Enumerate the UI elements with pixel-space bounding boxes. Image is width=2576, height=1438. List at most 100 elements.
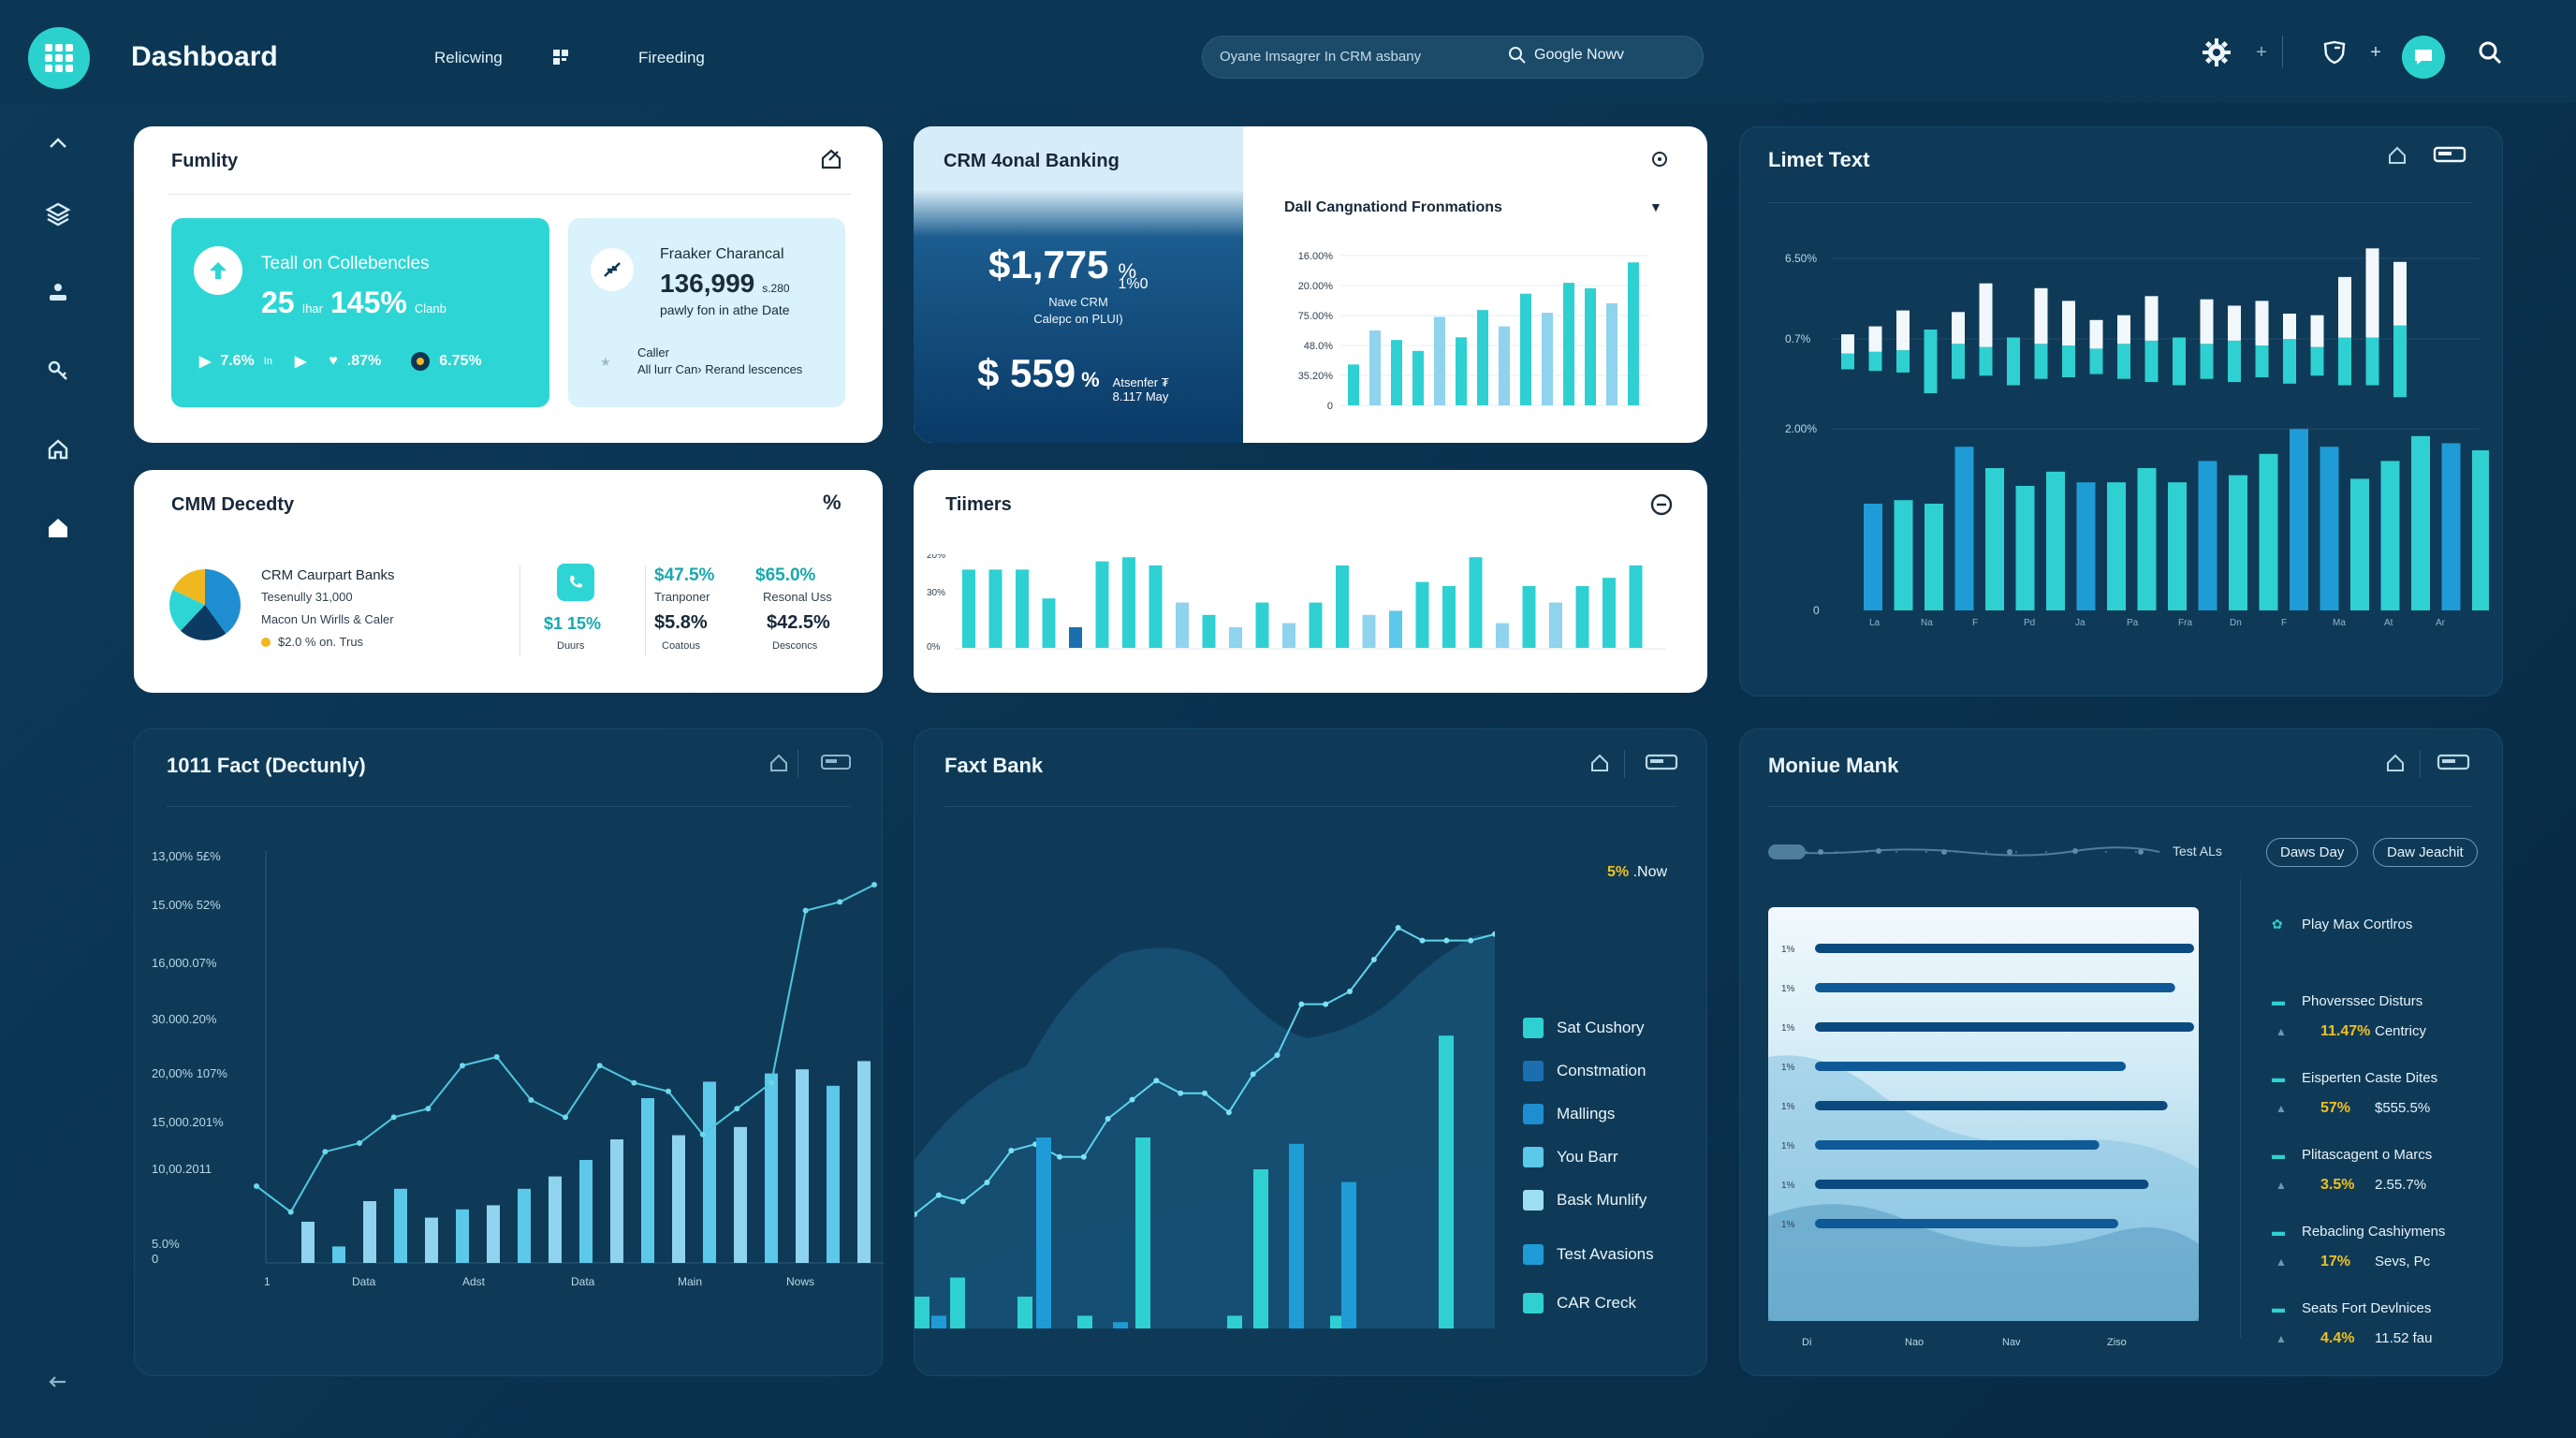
bar-white [2228, 305, 2241, 341]
stacked-bar-chart: 6.50% 0.7% 2.00% 0 La Na F Pd Ja Pa Fra Dn F Ma At Ar [1785, 248, 2489, 628]
legend-item[interactable]: Bask Munlify [1523, 1190, 1647, 1211]
y-tick-label: 48.0% [1304, 341, 1333, 352]
legend-item[interactable]: Constmation [1523, 1061, 1646, 1081]
gear-icon[interactable] [1649, 149, 1670, 174]
x-tick-label: Ziso [2107, 1337, 2127, 1348]
line-point [1080, 1153, 1087, 1160]
bar-cyan [1952, 344, 1965, 379]
plus-icon[interactable]: + [2256, 41, 2267, 63]
divider [2282, 36, 2283, 67]
bar [1309, 602, 1323, 648]
line-point [1274, 1052, 1281, 1058]
card-icon[interactable] [820, 754, 852, 777]
home-icon[interactable] [2384, 752, 2407, 779]
export-icon[interactable] [819, 147, 843, 176]
plus-icon[interactable]: + [2370, 41, 2381, 63]
legend-item[interactable]: CAR Creck [1523, 1293, 1636, 1313]
legend-title: CRM Caurpart Banks [261, 567, 395, 583]
legend-item[interactable]: Test Avasions [1523, 1244, 1654, 1265]
key-icon[interactable] [39, 352, 77, 389]
legend-item[interactable]: Mallings [1523, 1104, 1615, 1124]
bar [1391, 340, 1402, 405]
combo-chart: 13,00% 5£% 15.00% 52% 16,000.07% 30.000.20%… [152, 849, 884, 1288]
back-arrow-icon[interactable] [39, 1363, 77, 1401]
pie-slice [180, 605, 227, 640]
pie-slice [205, 569, 241, 634]
bar [1113, 1322, 1128, 1328]
x-tick-label: Nao [1905, 1337, 1924, 1348]
horizontal-bar-chart: 1% 1% 1% 1% 1% 1% 1% 1% Di Nao Nav Ziso [1768, 907, 2199, 1348]
kpi-label: Desconcs [772, 640, 818, 652]
divider [167, 806, 850, 807]
bar [1176, 602, 1189, 648]
metric-sub: 11.52 fau [2375, 1330, 2433, 1346]
home-outline-icon[interactable] [39, 431, 77, 468]
kpi-value: $47.5% [654, 565, 715, 585]
pill-daws-day[interactable]: Daws Day [2266, 838, 2359, 867]
bar [796, 1069, 809, 1263]
search-icon[interactable] [2471, 34, 2509, 71]
bar-white [1952, 312, 1965, 345]
metric-value: 17% [2320, 1254, 2351, 1269]
bar [703, 1081, 716, 1263]
card-icon[interactable] [1645, 754, 1678, 777]
bar [1369, 330, 1381, 405]
kpi-label: Duurs [557, 640, 585, 652]
search-button[interactable]: Google Nowv [1508, 46, 1624, 65]
bar [2472, 450, 2489, 610]
nav-item-fireeding[interactable]: Fireeding [638, 49, 705, 66]
kpi-big: $5.8% [654, 612, 708, 633]
clock-icon[interactable] [1649, 492, 1674, 521]
bar [1229, 627, 1242, 648]
bar-white [1979, 283, 1993, 347]
card-icon[interactable] [2433, 146, 2466, 169]
pie-slice [172, 569, 205, 605]
apps-icon[interactable] [28, 27, 90, 89]
bar [1815, 1062, 2127, 1071]
x-tick-label: Pa [2127, 618, 2139, 628]
bar [1439, 1035, 1454, 1328]
tile-charancal[interactable]: Fraaker Charancal 136,999 s.280 pawly fo… [568, 218, 845, 407]
line-point [1250, 1071, 1256, 1078]
pill-daw-jeachit[interactable]: Daw Jeachit [2373, 838, 2478, 867]
home-filled-icon[interactable] [39, 509, 77, 547]
line-point [1395, 925, 1401, 931]
range-slider[interactable] [1766, 838, 2169, 866]
divider [168, 194, 851, 195]
home-icon[interactable] [39, 127, 77, 165]
line-point [837, 899, 843, 905]
home-icon[interactable] [1588, 752, 1611, 779]
chevron-down-icon[interactable]: ▼ [1649, 199, 1662, 214]
x-tick-label: F [1972, 618, 1978, 628]
search-bar[interactable]: Oyane Imsagrer In CRM asbany Google Nowv [1202, 36, 1704, 79]
bar-cyan [2228, 340, 2241, 383]
gear-icon[interactable] [2198, 34, 2235, 71]
kpi-value: $1 15% [544, 614, 602, 633]
upload-icon[interactable] [39, 273, 77, 311]
metric-value: 57% [2320, 1100, 2351, 1116]
kpi-suffix: s.280 [762, 282, 790, 295]
bar [857, 1061, 871, 1263]
shield-icon[interactable] [2316, 34, 2353, 71]
chat-icon[interactable] [2402, 36, 2445, 79]
x-tick-label: Nows [786, 1275, 814, 1288]
bar-white [2089, 319, 2103, 349]
heart-icon: ♥ [329, 353, 338, 369]
legend-item[interactable]: You Barr [1523, 1147, 1618, 1167]
legend-item[interactable]: Sat Cushory [1523, 1018, 1645, 1038]
kpi-big: $42.5% [767, 612, 830, 633]
nav-item-relicwing[interactable]: Relicwing [434, 49, 503, 66]
percent-icon[interactable]: % [823, 491, 842, 514]
bar-icon: ▬ [2272, 1224, 2285, 1239]
card-icon[interactable] [2437, 754, 2470, 777]
layers-icon[interactable] [39, 195, 77, 232]
y-tick-label: 0.7% [1785, 332, 1811, 345]
bar [610, 1139, 623, 1263]
home-icon[interactable] [2386, 144, 2408, 171]
bar-cyan [2034, 344, 2048, 379]
grid-icon[interactable] [552, 47, 577, 72]
y-tick-label: 0 [152, 1252, 158, 1266]
search-input[interactable]: Oyane Imsagrer In CRM asbany [1220, 49, 1422, 65]
tile-collebencles[interactable]: Teall on Collebencles 25 Ihar 145% Clanb… [171, 218, 549, 407]
home-icon[interactable] [768, 752, 790, 779]
